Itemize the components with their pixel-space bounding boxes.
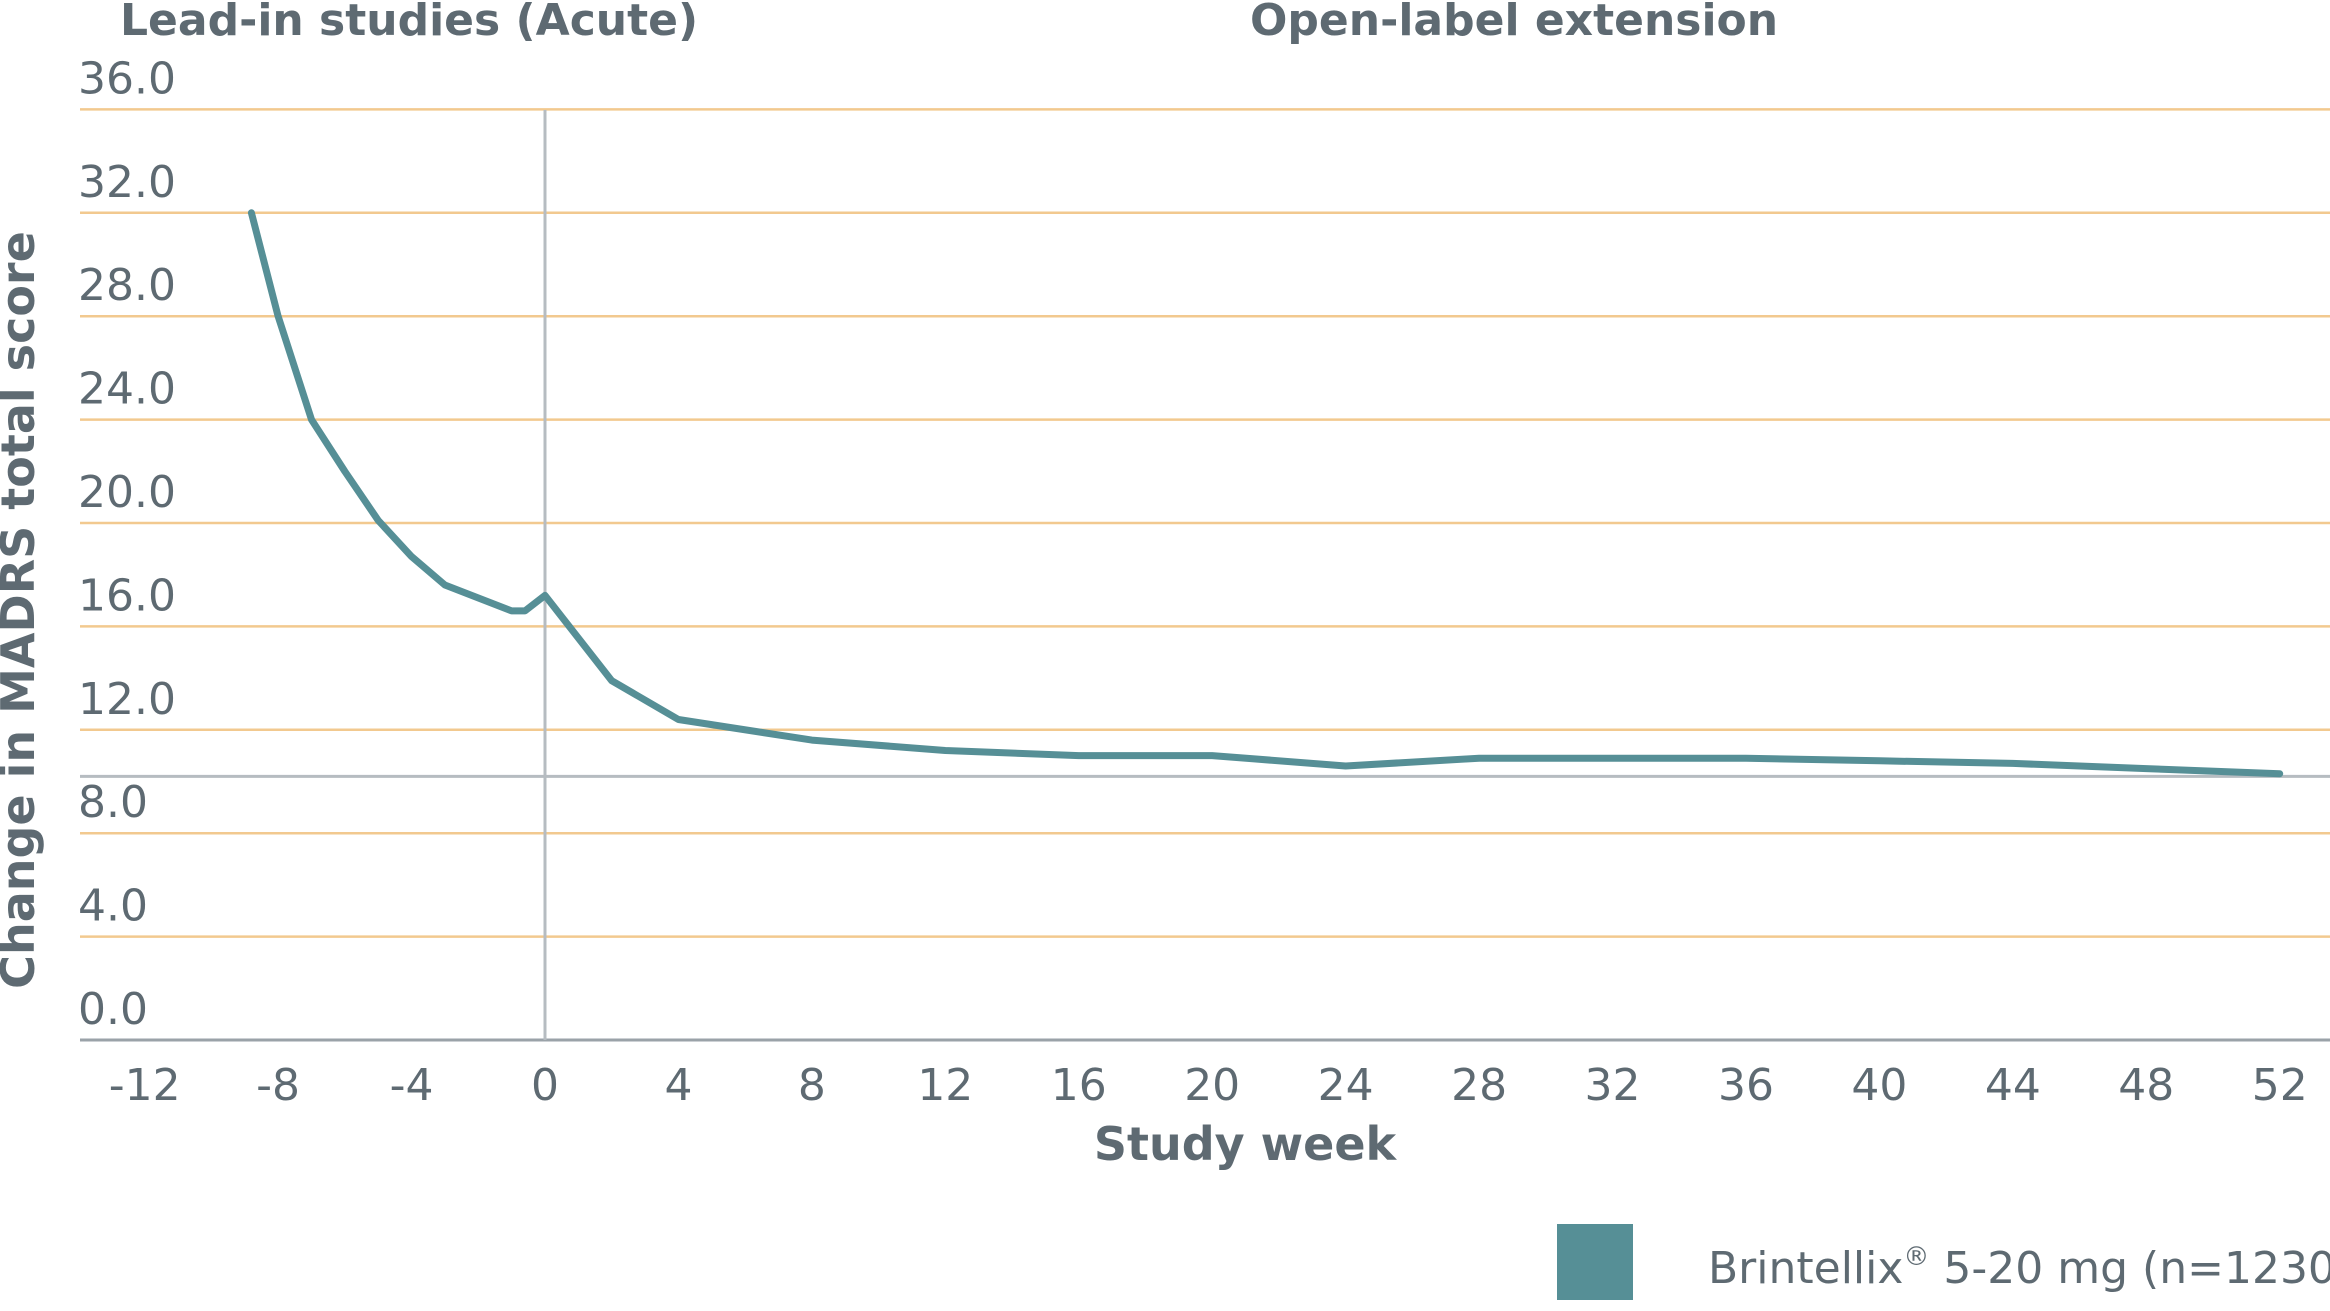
x-tick-label-14: 44 bbox=[1985, 1060, 2041, 1111]
x-tick-label-1: -8 bbox=[256, 1060, 300, 1111]
y-tick-label-2: 8.0 bbox=[78, 777, 148, 828]
x-tick-label-4: 4 bbox=[664, 1060, 692, 1111]
y-tick-label-3: 12.0 bbox=[78, 674, 176, 725]
y-tick-label-4: 16.0 bbox=[78, 570, 176, 621]
y-tick-label-5: 20.0 bbox=[78, 467, 176, 518]
x-axis-ticks: -12 -8 -4 0 4 8 12 16 20 24 28 32 36 40 44 48 52 bbox=[109, 1060, 2308, 1111]
legend: Brintellix® 5-20 mg (n=1230) bbox=[1557, 1224, 2330, 1300]
section-label-lead-in: Lead-in studies (Acute) bbox=[120, 0, 698, 46]
x-tick-label-7: 16 bbox=[1051, 1060, 1107, 1111]
legend-label: Brintellix® 5-20 mg (n=1230) bbox=[1708, 1242, 2330, 1294]
y-axis-ticks: 0.0 4.0 8.0 12.0 16.0 20.0 24.0 28.0 32.0 36.0 bbox=[78, 53, 176, 1035]
legend-series-detail: 5-20 mg (n=1230) bbox=[1929, 1243, 2330, 1294]
x-tick-label-0: -12 bbox=[109, 1060, 181, 1111]
x-tick-label-10: 28 bbox=[1451, 1060, 1507, 1111]
series-group bbox=[247, 209, 2284, 778]
x-tick-label-16: 52 bbox=[2252, 1060, 2308, 1111]
x-tick-label-5: 8 bbox=[798, 1060, 826, 1111]
y-tick-label-9: 36.0 bbox=[78, 53, 176, 104]
x-tick-label-6: 12 bbox=[917, 1060, 973, 1111]
x-tick-label-12: 36 bbox=[1718, 1060, 1774, 1111]
x-tick-label-15: 48 bbox=[2118, 1060, 2174, 1111]
section-label-open-label: Open-label extension bbox=[1250, 0, 1778, 46]
x-tick-label-3: 0 bbox=[531, 1060, 559, 1111]
y-tick-label-8: 32.0 bbox=[78, 157, 176, 208]
legend-swatch bbox=[1557, 1224, 1633, 1300]
y-tick-label-1: 4.0 bbox=[78, 881, 148, 932]
gridlines bbox=[80, 108, 2330, 938]
x-tick-label-2: -4 bbox=[390, 1060, 434, 1111]
legend-series-name: Brintellix bbox=[1708, 1243, 1903, 1294]
x-axis-title: Study week bbox=[1094, 1117, 1398, 1171]
y-tick-label-7: 28.0 bbox=[78, 260, 176, 311]
y-tick-label-0: 0.0 bbox=[78, 984, 148, 1035]
reference-lines bbox=[80, 110, 2330, 1042]
legend-registered-mark: ® bbox=[1903, 1242, 1929, 1272]
y-tick-label-6: 24.0 bbox=[78, 364, 176, 415]
series-line-0 bbox=[247, 209, 2284, 778]
x-tick-label-11: 32 bbox=[1585, 1060, 1641, 1111]
x-tick-label-13: 40 bbox=[1851, 1060, 1907, 1111]
x-tick-label-9: 24 bbox=[1318, 1060, 1374, 1111]
y-axis-title: Change in MADRS total score bbox=[0, 231, 45, 989]
x-tick-label-8: 20 bbox=[1184, 1060, 1240, 1111]
